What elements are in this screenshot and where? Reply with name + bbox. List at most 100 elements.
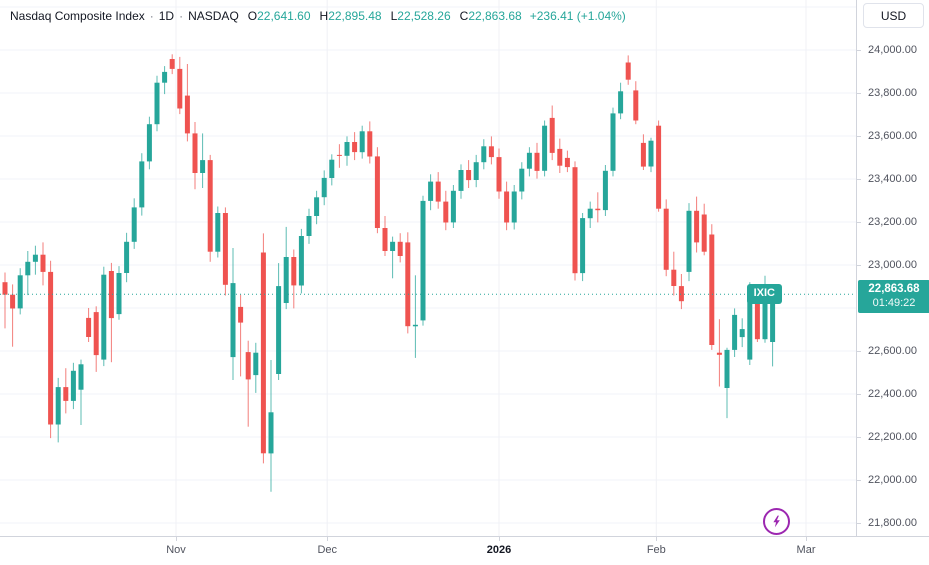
candle-body <box>504 191 510 223</box>
candle-body <box>215 213 221 252</box>
symbol-title[interactable]: Nasdaq Composite Index <box>10 9 145 23</box>
candle-body <box>564 157 570 168</box>
price-tick-mark <box>857 437 861 438</box>
candle-body <box>732 314 738 350</box>
candle-body <box>131 207 137 242</box>
candle-body <box>139 161 145 208</box>
candle-body <box>572 167 578 274</box>
candle-body <box>542 125 548 171</box>
candle-body <box>268 412 274 454</box>
time-tick-mark <box>499 537 500 541</box>
price-tick-label: 24,000.00 <box>868 44 917 56</box>
candle-body <box>146 124 152 162</box>
time-tick-mark <box>176 537 177 541</box>
interval-label[interactable]: 1D <box>158 9 175 23</box>
candle-body <box>260 252 266 454</box>
time-axis-month-label: Nov <box>166 544 186 556</box>
candle-body <box>724 349 730 388</box>
candle-body <box>754 294 760 340</box>
candle-body <box>78 364 84 390</box>
candle-body <box>481 146 487 163</box>
price-tick-label: 22,400.00 <box>868 388 917 400</box>
candle-body <box>747 286 753 360</box>
candle-body <box>648 140 654 167</box>
candle-body <box>580 218 586 274</box>
candle-body <box>306 216 312 236</box>
ohlc-low: L22,528.26 <box>390 9 451 23</box>
price-tick-label: 23,800.00 <box>868 87 917 99</box>
candle-body <box>10 294 16 309</box>
candle-body <box>48 271 54 425</box>
candle-body <box>321 177 327 198</box>
candle-body <box>382 228 388 251</box>
candle-body <box>671 269 677 286</box>
candle-body <box>200 160 206 173</box>
candle-body <box>230 283 236 358</box>
time-tick-mark <box>327 537 329 541</box>
candle-body <box>618 91 624 114</box>
candle-body <box>397 241 403 256</box>
time-tick-mark <box>656 537 658 541</box>
candle-body <box>770 294 776 342</box>
price-tick-mark <box>857 222 861 223</box>
candle-body <box>329 159 335 178</box>
ohlc-open: O22,641.60 <box>247 9 311 23</box>
time-axis[interactable]: Nov Dec 2026 Feb Mar <box>0 536 929 565</box>
time-axis-month-label: Feb <box>646 544 666 556</box>
candle-body <box>602 170 608 211</box>
candle-body <box>291 257 297 286</box>
candle-body <box>177 68 183 109</box>
change-label: +236.41 (+1.04%) <box>529 9 626 23</box>
price-tick-label: 21,800.00 <box>868 517 917 529</box>
price-tick-mark <box>857 136 861 137</box>
candle-body <box>276 286 282 374</box>
candle-body <box>526 152 532 169</box>
candle-body <box>70 370 76 401</box>
legend-separator: · <box>149 9 154 23</box>
price-tick-label: 23,400.00 <box>868 173 917 185</box>
candle-body <box>2 282 8 295</box>
price-tick-mark <box>857 265 861 266</box>
candle-body <box>412 324 418 327</box>
lightning-bolt-icon <box>773 515 780 528</box>
candle-body <box>709 234 715 345</box>
candle-body <box>466 170 472 181</box>
candle-body <box>557 148 563 166</box>
currency-toggle-button[interactable]: USD <box>863 3 924 28</box>
candle-body <box>678 286 684 302</box>
candle-body <box>352 142 358 153</box>
candle-body <box>428 181 434 201</box>
quick-trade-button[interactable] <box>763 508 790 535</box>
candle-body <box>154 82 160 125</box>
candle-body <box>694 210 700 243</box>
candle-body <box>686 210 692 272</box>
symbol-legend[interactable]: Nasdaq Composite Index · 1D · NASDAQ O22… <box>10 7 626 25</box>
candle-body <box>169 59 175 69</box>
candle-body <box>359 131 365 153</box>
candle-body <box>488 146 494 158</box>
candle-body <box>101 274 107 360</box>
exchange-label: NASDAQ <box>188 9 239 23</box>
price-tick-mark <box>857 93 861 94</box>
price-axis[interactable]: USD 22,863.68 01:49:22 24,000.00 23,800.0… <box>856 0 929 536</box>
price-tick-label: 22,200.00 <box>868 431 917 443</box>
candle-body <box>55 387 61 425</box>
candle-body <box>511 191 517 223</box>
candle-body <box>762 288 768 340</box>
chart-pane[interactable]: Nasdaq Composite Index · 1D · NASDAQ O22… <box>0 0 856 536</box>
candle-body <box>610 113 616 171</box>
candlestick-chart <box>0 0 856 536</box>
candle-body <box>116 273 122 315</box>
candle-body <box>534 152 540 171</box>
ohlc-high: H22,895.48 <box>319 9 382 23</box>
price-line-tag[interactable]: IXIC <box>746 283 782 304</box>
candle-body <box>367 131 373 157</box>
candle-body <box>222 213 228 285</box>
candle-body <box>405 242 411 327</box>
candle-body <box>663 208 669 270</box>
candle-body <box>496 157 502 192</box>
candle-body <box>701 214 707 252</box>
candle-body <box>420 200 426 321</box>
candle-body <box>162 71 168 83</box>
candle-body <box>298 236 304 286</box>
